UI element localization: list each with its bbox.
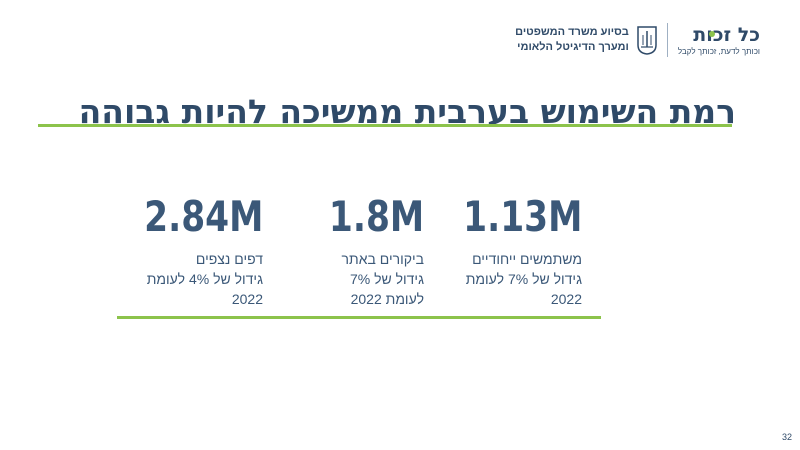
partner-credit: בסיוע משרד המשפטים ומערך הדיגיטל הלאומי — [515, 25, 629, 55]
brand-logo: כל זכות וכותך לדעת, זכותך לקבל — [678, 25, 760, 56]
brand-dot-icon — [709, 30, 716, 37]
stat-value: 2.84M — [143, 192, 263, 241]
stat-caption-part: גידול של — [374, 271, 424, 287]
stat-caption-line: גידול של 7% — [308, 269, 424, 289]
page-number: 32 — [781, 432, 792, 442]
brand-tagline: וכותך לדעת, זכותך לקבל — [677, 46, 760, 56]
stat-caption-line: 2022 — [550, 291, 582, 307]
stat-caption-part: 7% — [349, 271, 371, 287]
partner-line-1: בסיוע משרד המשפטים — [515, 26, 629, 38]
stat-caption: משתמשים ייחודיים גידול של 7% לעומת 2022 — [437, 249, 582, 309]
stat-caption: דפים נצפים גידול של 4% לעומת 2022 — [118, 249, 263, 309]
stat-caption-line: ביקורים באתר — [341, 251, 424, 267]
stat-caption-line: גידול של 4% לעומת — [146, 271, 263, 287]
stat-value: 1.13M — [462, 192, 582, 241]
stat-value: 1.8M — [328, 192, 424, 241]
stats-underline — [117, 316, 601, 319]
stat-caption-line: 2022 — [231, 291, 263, 307]
stat-caption-line: משתמשים ייחודיים — [472, 251, 582, 267]
stat-page-views: 2.84M דפים נצפים גידול של 4% לעומת 2022 — [118, 192, 263, 309]
logo-divider — [666, 23, 668, 57]
stat-caption-line: דפים נצפים — [195, 251, 263, 267]
stat-caption-line: לעומת 2022 — [350, 291, 424, 307]
title-underline — [38, 124, 732, 127]
partner-line-2: ומערך הדיגיטל הלאומי — [517, 41, 629, 53]
state-emblem-icon — [637, 26, 657, 55]
stat-caption: ביקורים באתר גידול של 7% לעומת 2022 — [308, 249, 424, 309]
header-logos: בסיוע משרד המשפטים ומערך הדיגיטל הלאומי … — [515, 22, 760, 58]
brand-name: כל זכות — [693, 23, 760, 46]
stat-unique-users: 1.13M משתמשים ייחודיים גידול של 7% לעומת… — [437, 192, 582, 309]
stat-caption-line: גידול של 7% לעומת — [465, 271, 582, 287]
stat-site-visits: 1.8M ביקורים באתר גידול של 7% לעומת 2022 — [308, 192, 424, 309]
